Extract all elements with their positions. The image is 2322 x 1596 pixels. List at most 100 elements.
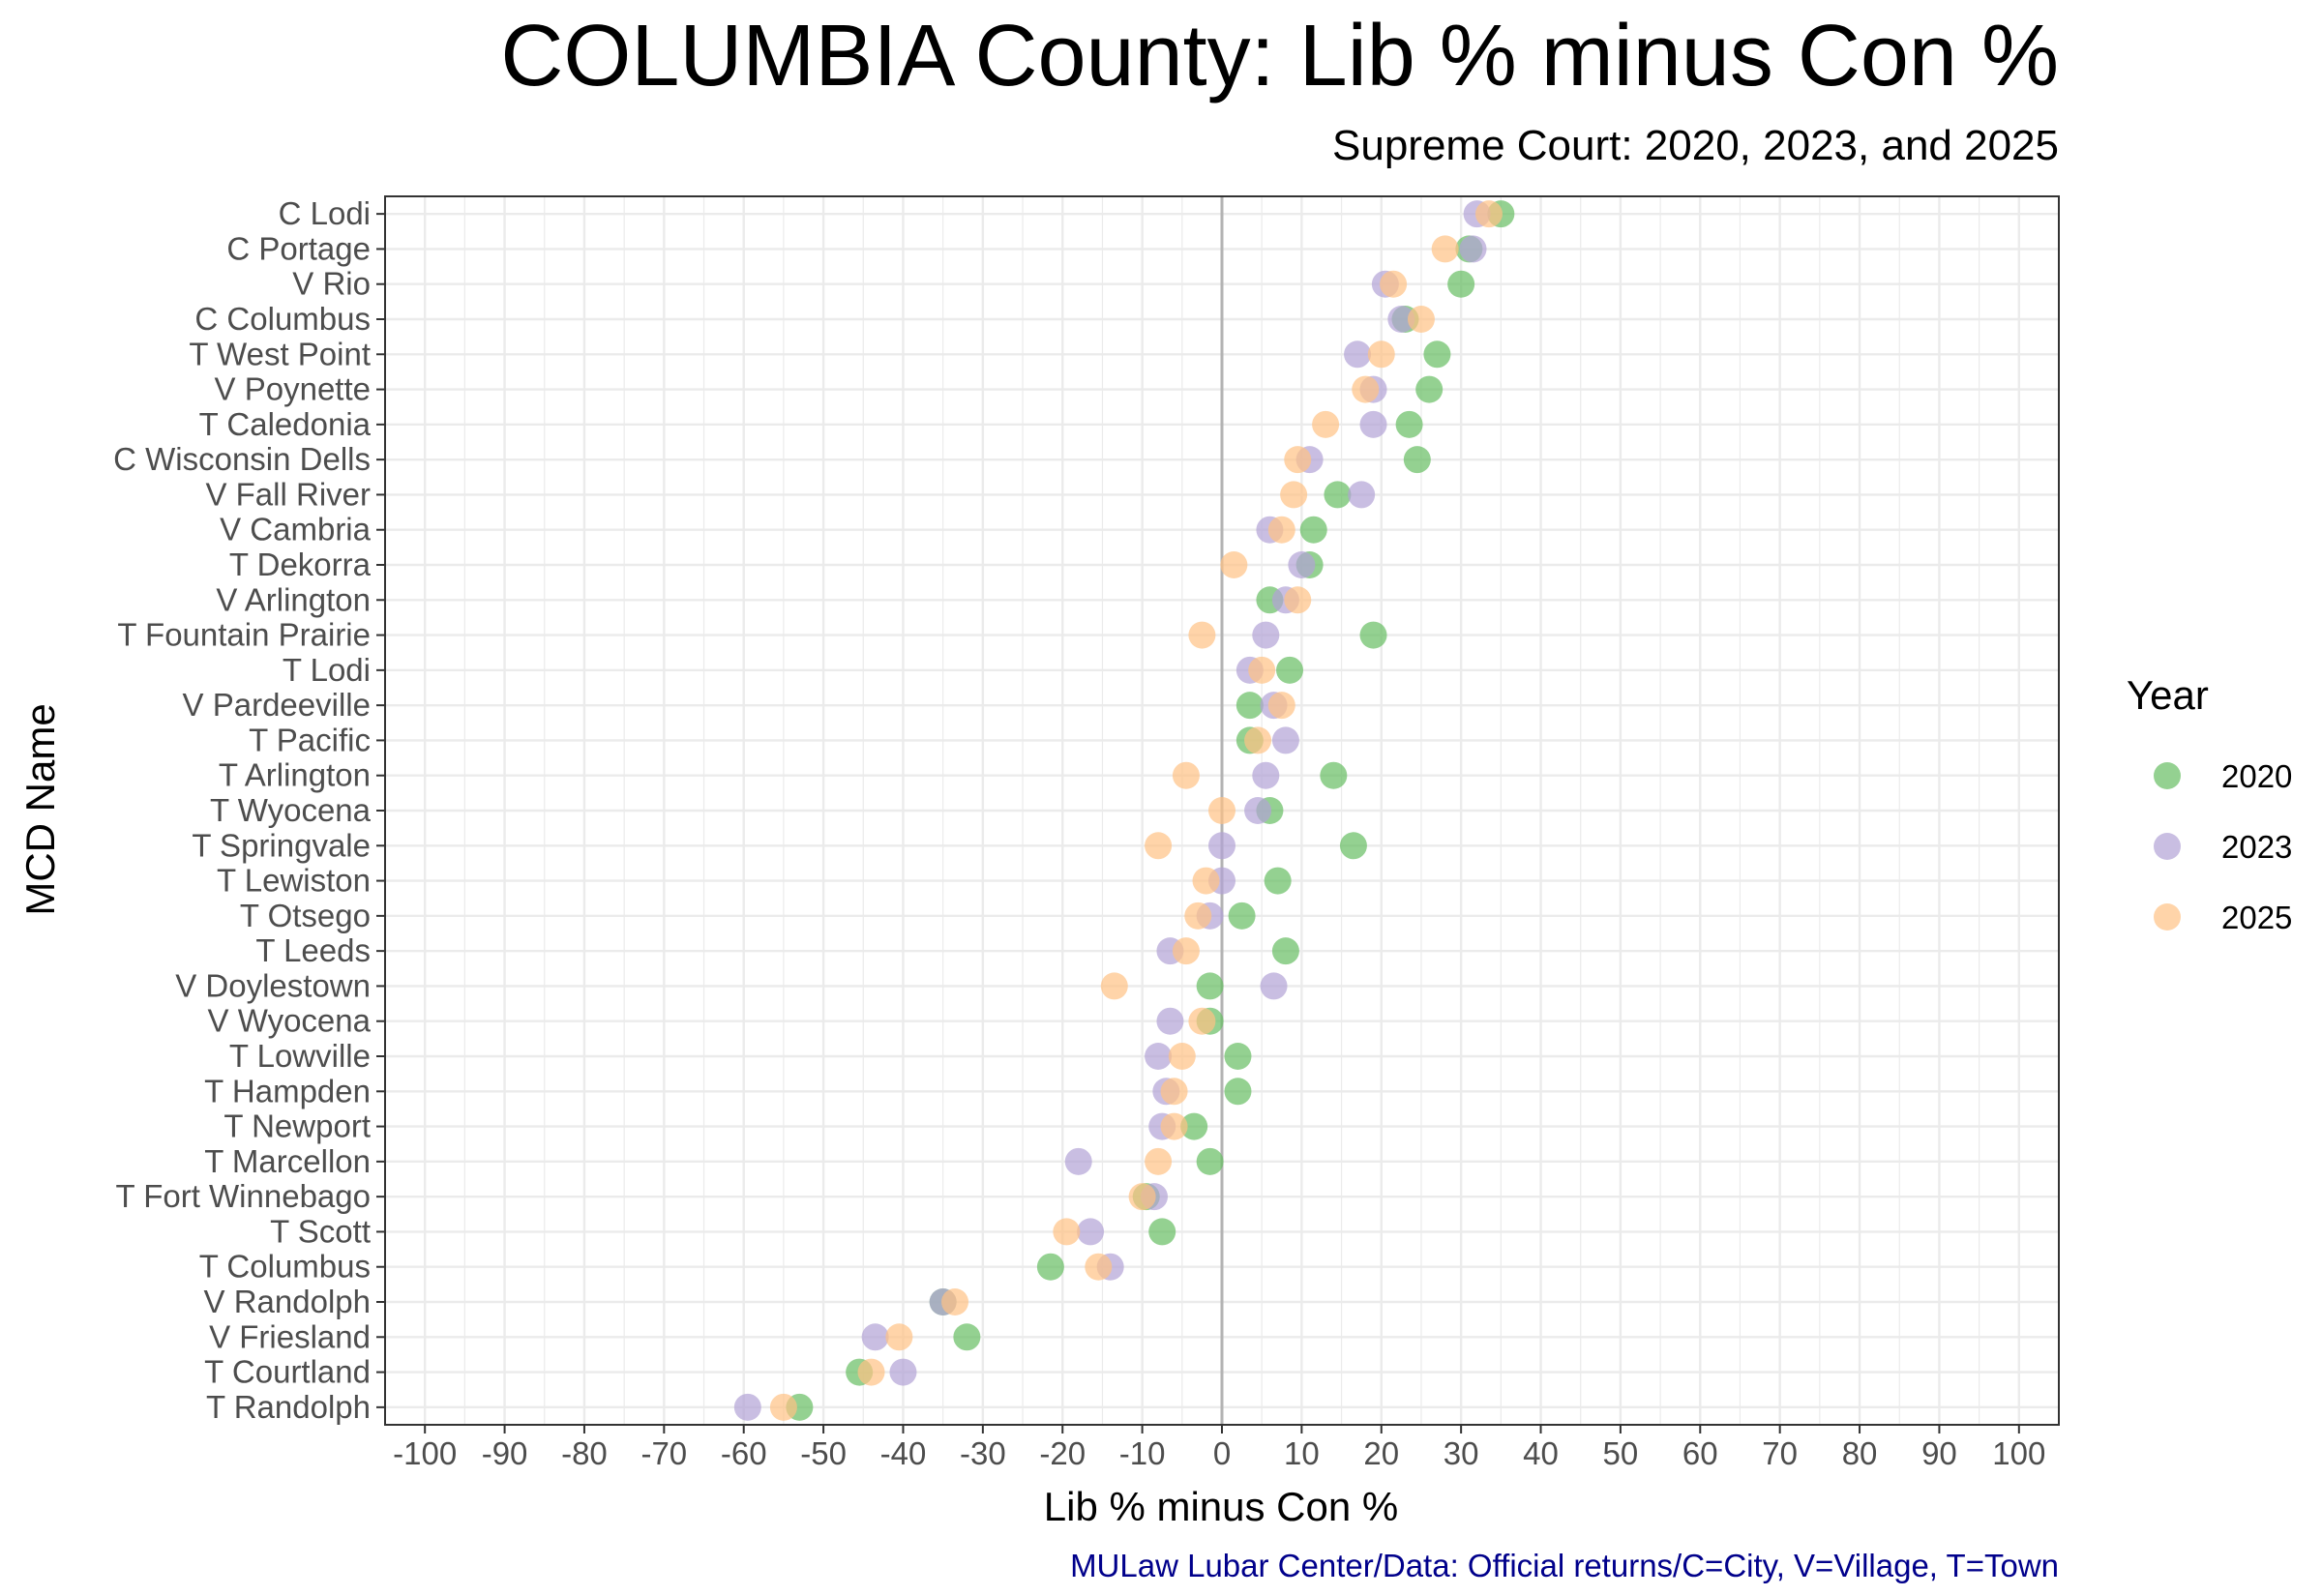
y-tick-label: T Randolph [206,1389,371,1425]
data-point-2020 [1447,270,1475,298]
y-tick-label: T Caledonia [199,406,372,442]
data-point-2025 [1312,410,1340,438]
x-tick-label: 20 [1363,1435,1399,1471]
y-tick-label: T Lowville [229,1038,371,1074]
y-tick-label: V Friesland [209,1318,371,1354]
legend: Year 2020 2023 2025 [2127,672,2292,935]
x-tick-label: 10 [1284,1435,1320,1471]
data-point-2020 [1395,410,1423,438]
x-tick-label: -90 [482,1435,528,1471]
data-point-2023 [1348,481,1376,509]
data-point-2025 [1407,306,1435,333]
data-point-2025 [1380,270,1408,298]
legend-label-2020: 2020 [2221,758,2292,794]
x-tick-label: -80 [561,1435,608,1471]
y-axis-title: MCD Name [17,703,63,915]
legend-key-2020 [2154,762,2181,789]
data-point-2025 [1100,972,1128,1000]
x-tick-label: 50 [1603,1435,1639,1471]
data-point-2020 [1324,481,1352,509]
y-tick-label: V Poynette [215,371,371,407]
data-point-2020 [1036,1253,1064,1281]
data-point-2025 [1128,1183,1156,1211]
data-point-2025 [1244,726,1272,754]
y-tick-label: C Portage [226,230,371,266]
data-point-2025 [1267,692,1295,720]
data-point-2020 [1320,761,1348,789]
data-point-2025 [769,1393,797,1421]
y-tick-label: V Fall River [205,476,371,512]
data-point-2025 [885,1323,913,1351]
data-point-2025 [1188,1007,1216,1035]
chart-subtitle: Supreme Court: 2020, 2023, and 2025 [1332,122,2059,169]
data-point-2025 [1160,1112,1188,1140]
y-tick-label: T Leeds [255,932,371,968]
data-point-2025 [1184,901,1212,930]
legend-key-2025 [2154,903,2181,931]
data-point-2023 [1288,551,1316,578]
data-point-2023 [1064,1147,1092,1175]
x-tick-label: -70 [640,1435,687,1471]
data-point-2020 [1359,621,1387,649]
data-point-2025 [1367,340,1395,369]
data-point-2025 [1085,1253,1113,1281]
x-tick-label: -60 [721,1435,767,1471]
data-point-2025 [1053,1218,1081,1246]
y-tick-label: T Columbus [199,1249,371,1285]
x-tick-label: -30 [960,1435,1006,1471]
data-point-2025 [1431,235,1459,263]
data-point-2023 [1344,340,1372,369]
data-point-2025 [1145,832,1173,860]
data-point-2023 [733,1393,761,1421]
data-point-2023 [1260,972,1288,1000]
data-point-2025 [857,1358,885,1386]
y-tick-label: T Arlington [219,757,371,793]
data-point-2023 [1252,621,1280,649]
y-tick-label: T Hampden [204,1073,371,1108]
y-tick-label: T Pacific [249,722,371,757]
data-point-2020 [1224,1078,1252,1106]
data-point-2020 [1228,901,1256,930]
data-point-2025 [1352,375,1380,403]
data-point-2020 [1415,375,1444,403]
data-point-2025 [1160,1078,1188,1106]
data-point-2023 [1145,1043,1173,1070]
x-tick-label: -100 [393,1435,457,1471]
data-point-2025 [1220,551,1248,578]
x-tick-label: 40 [1523,1435,1559,1471]
x-tick-label: 30 [1444,1435,1479,1471]
data-point-2020 [1276,656,1304,684]
data-point-2023 [1244,797,1272,824]
data-point-2020 [1339,832,1367,860]
data-point-2025 [1284,446,1312,474]
data-point-2023 [1387,306,1415,333]
data-point-2020 [1148,1218,1176,1246]
chart-title: COLUMBIA County: Lib % minus Con % [500,8,2059,104]
data-point-2025 [1145,1147,1173,1175]
legend-key-2023 [2154,833,2181,860]
x-tick-label: 70 [1762,1435,1798,1471]
data-point-2020 [1423,340,1451,369]
y-tick-label: T Marcellon [204,1143,371,1179]
data-point-2023 [889,1358,917,1386]
data-point-2023 [1271,726,1299,754]
y-tick-label: T West Point [189,336,371,371]
data-point-2023 [1077,1218,1105,1246]
data-point-2020 [1224,1043,1252,1070]
legend-title: Year [2127,672,2209,718]
x-axis-title: Lib % minus Con % [1044,1484,1399,1529]
data-point-2020 [1180,1112,1208,1140]
y-tick-label: V Doylestown [175,967,371,1003]
y-tick-label: T Otsego [240,898,371,933]
y-tick-label: C Wisconsin Dells [113,441,371,477]
y-tick-label: T Lewiston [217,863,371,899]
y-tick-label: V Cambria [220,512,372,547]
legend-label-2023: 2023 [2221,829,2292,865]
data-point-2025 [1267,516,1295,544]
x-tick-label: -20 [1039,1435,1086,1471]
x-tick-label: 0 [1213,1435,1231,1471]
x-tick-label: 90 [1921,1435,1957,1471]
legend-label-2025: 2025 [2221,900,2292,935]
data-point-2020 [953,1323,981,1351]
